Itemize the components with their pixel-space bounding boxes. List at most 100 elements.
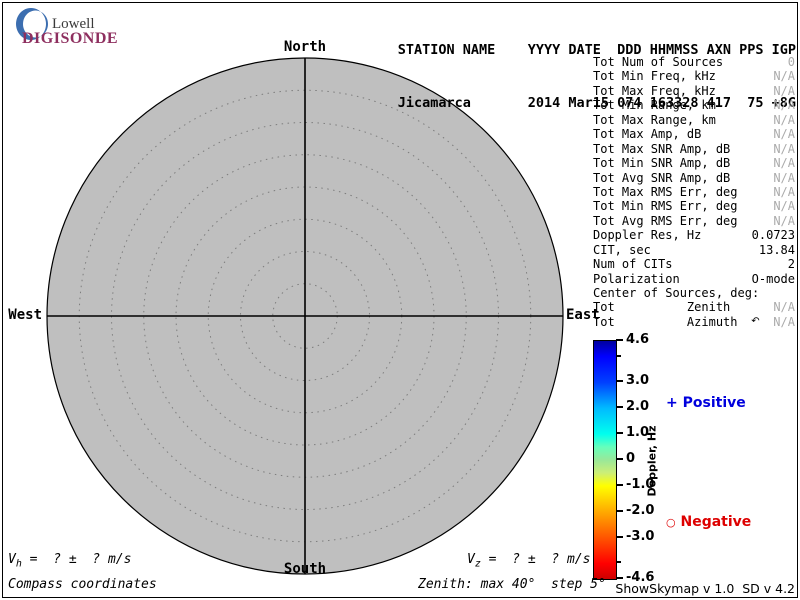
info-label: Tot Max RMS Err, deg	[593, 184, 738, 199]
colorbar-tick-label: -4.6	[626, 570, 655, 585]
zenith-range-note: Zenith: max 40° step 5°	[418, 577, 606, 592]
info-label: Tot Max Freq, kHz	[593, 83, 716, 98]
info-row: Tot Max Range, km N/A	[593, 113, 795, 127]
colorbar-tick	[616, 535, 623, 538]
info-label: Tot Num of Sources	[593, 55, 724, 69]
info-row: Tot Min SNR Amp, dB N/A	[593, 156, 795, 170]
compass-label-east: East	[566, 307, 600, 323]
legend-negative: ○ Negative	[666, 514, 751, 530]
colorbar-tick-label: 3.0	[626, 373, 650, 389]
info-value: N/A	[773, 112, 795, 127]
info-label: Tot Min SNR Amp, dB	[593, 156, 731, 171]
info-label: Tot Azimuth	[593, 314, 738, 329]
info-row: Tot Max Freq, kHz N/A	[593, 84, 795, 98]
info-value: N/A	[773, 127, 795, 142]
info-row: CIT, sec 13.84	[593, 243, 795, 257]
info-value: N/A	[773, 83, 795, 98]
info-value: N/A	[773, 213, 795, 228]
info-panel: Tot Num of Sources 0 Tot Min Freq, kHz N/A T…	[593, 55, 795, 329]
vh-subscript: h	[15, 558, 22, 570]
info-row: Tot Max RMS Err, deg N/A	[593, 185, 795, 199]
info-row: Center of Sources, deg:	[593, 286, 795, 300]
compass-label-north: North	[283, 39, 327, 55]
logo-name: Lowell	[52, 16, 95, 32]
vertical-velocity-readout: Vz = ? ± ? m/s	[467, 552, 590, 570]
vz-value: = ? ± ? m/s	[480, 552, 591, 567]
info-label: Tot Max Range, km	[593, 112, 716, 127]
horizontal-velocity-readout: Vh = ? ± ? m/s	[8, 552, 131, 570]
info-label: Tot Max SNR Amp, dB	[593, 141, 731, 156]
plus-marker-icon: +	[666, 395, 678, 411]
info-row: Tot Min Freq, kHz N/A	[593, 69, 795, 83]
info-value: 13.84	[758, 242, 795, 257]
info-row: Tot Min Range, km N/A	[593, 98, 795, 112]
info-row: Tot Azimuth ↶ N/A	[593, 315, 795, 329]
colorbar-tick	[616, 577, 623, 579]
colorbar-tick	[616, 339, 623, 341]
colorbar-tick	[616, 380, 623, 383]
colorbar-tick	[616, 509, 623, 512]
info-label: Polarization	[593, 271, 680, 286]
info-row: Tot Max SNR Amp, dB N/A	[593, 142, 795, 156]
station-header: STATION NAME YYYY DATE DDD HHMMSS AXN PP…	[398, 6, 796, 149]
info-label: Tot Max Amp, dB	[593, 127, 702, 142]
colorbar-minor-tick	[616, 561, 621, 564]
colorbar-tick	[616, 406, 623, 409]
info-label: Num of CITs	[593, 257, 673, 272]
vh-value: = ? ± ? m/s	[21, 552, 132, 567]
info-label: CIT, sec	[593, 242, 651, 257]
info-value: N/A	[773, 314, 795, 329]
version-note: ShowSkymap v 1.0 SD v 4.2	[615, 581, 795, 596]
colorbar-tick-label: -1.0	[626, 476, 655, 492]
info-value: 0.0723	[751, 228, 795, 243]
colorbar-tick	[616, 483, 623, 486]
info-row: Tot Min RMS Err, deg N/A	[593, 199, 795, 213]
vh-symbol: V	[8, 552, 16, 567]
crescent-icon	[16, 8, 49, 41]
info-label: Center of Sources, deg:	[593, 286, 760, 300]
info-value: N/A	[773, 300, 795, 315]
colorbar-minor-tick	[616, 354, 621, 357]
info-label: Tot Avg RMS Err, deg	[593, 213, 738, 228]
lowell-digisonde-logo: Lowell DIGISONDE	[10, 4, 130, 47]
legend-negative-label: Negative	[680, 514, 752, 530]
info-value: N/A	[773, 141, 795, 156]
legend-positive-label: Positive	[682, 395, 746, 411]
colorbar-tick-label: -2.0	[626, 502, 655, 518]
info-value: N/A	[773, 98, 795, 113]
colorbar-tick	[616, 432, 623, 435]
info-value: O-mode	[751, 271, 795, 286]
info-label: Tot Min RMS Err, deg	[593, 199, 738, 214]
station-header-columns: STATION NAME YYYY DATE DDD HHMMSS AXN PP…	[397, 41, 796, 58]
compass-label-south: South	[283, 561, 327, 577]
station-header-values: Jicamarca 2014 Mar15 074 163328 417 75 +…	[397, 95, 796, 112]
info-value: N/A	[773, 170, 795, 185]
info-label: Tot Min Range, km	[593, 98, 716, 113]
info-row: Tot Max Amp, dB N/A	[593, 127, 795, 141]
info-value: N/A	[773, 184, 795, 199]
info-row: Tot Zenith N/A	[593, 300, 795, 314]
info-row: Tot Avg SNR Amp, dB N/A	[593, 171, 795, 185]
info-row: Tot Num of Sources 0	[593, 55, 795, 69]
info-value: 2	[787, 257, 795, 272]
info-row: Tot Avg RMS Err, deg N/A	[593, 214, 795, 228]
circle-marker-icon: ○	[666, 516, 676, 529]
info-row: Polarization O-mode	[593, 272, 795, 286]
doppler-colorbar	[593, 340, 617, 580]
coordinates-note: Compass coordinates	[8, 577, 157, 592]
info-value: N/A	[773, 156, 795, 171]
info-label: Tot Avg SNR Amp, dB	[593, 170, 731, 185]
legend-positive: + Positive	[666, 395, 746, 411]
vz-symbol: V	[467, 552, 475, 567]
logo-product: DIGISONDE	[22, 30, 119, 47]
info-value: 0	[787, 55, 795, 69]
colorbar-tick	[616, 458, 623, 460]
colorbar-tick-label: 2.0	[626, 399, 650, 415]
colorbar-tick-label: -3.0	[626, 528, 655, 544]
info-label: Doppler Res, Hz	[593, 228, 702, 243]
info-value: N/A	[773, 199, 795, 214]
compass-label-west: West	[8, 307, 42, 323]
colorbar-tick-label: 1.0	[626, 425, 650, 441]
